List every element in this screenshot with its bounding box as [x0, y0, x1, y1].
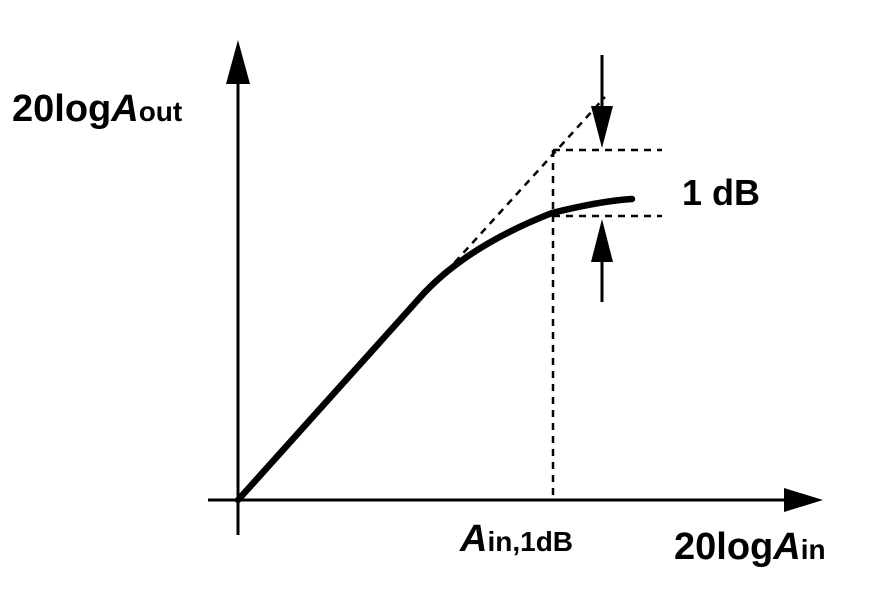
- y-axis-label-var: A: [111, 88, 139, 130]
- compression-point-label: Ain,1dB: [460, 518, 573, 561]
- y-axis-label-prefix: 20log: [12, 88, 112, 130]
- compression-point-label-sub: in,1dB: [487, 526, 574, 557]
- y-axis-label: 20logAout: [12, 88, 182, 131]
- compression-point-label-var: A: [460, 518, 488, 560]
- bottom-arrow-head: [591, 219, 613, 262]
- y-axis-arrowhead: [226, 40, 250, 84]
- x-axis-label-var: A: [773, 526, 801, 568]
- x-axis-label: 20logAin: [674, 526, 826, 569]
- top-arrow-head: [591, 106, 613, 148]
- x-axis-arrowhead: [784, 488, 823, 512]
- x-axis-label-prefix: 20log: [674, 526, 774, 568]
- compression-amount-label: 1 dB: [682, 172, 761, 213]
- y-axis-label-sub: out: [138, 96, 183, 127]
- output-response-curve: [234, 195, 636, 504]
- x-axis-label-sub: in: [800, 534, 826, 565]
- ideal-extrapolation-line: [445, 96, 606, 273]
